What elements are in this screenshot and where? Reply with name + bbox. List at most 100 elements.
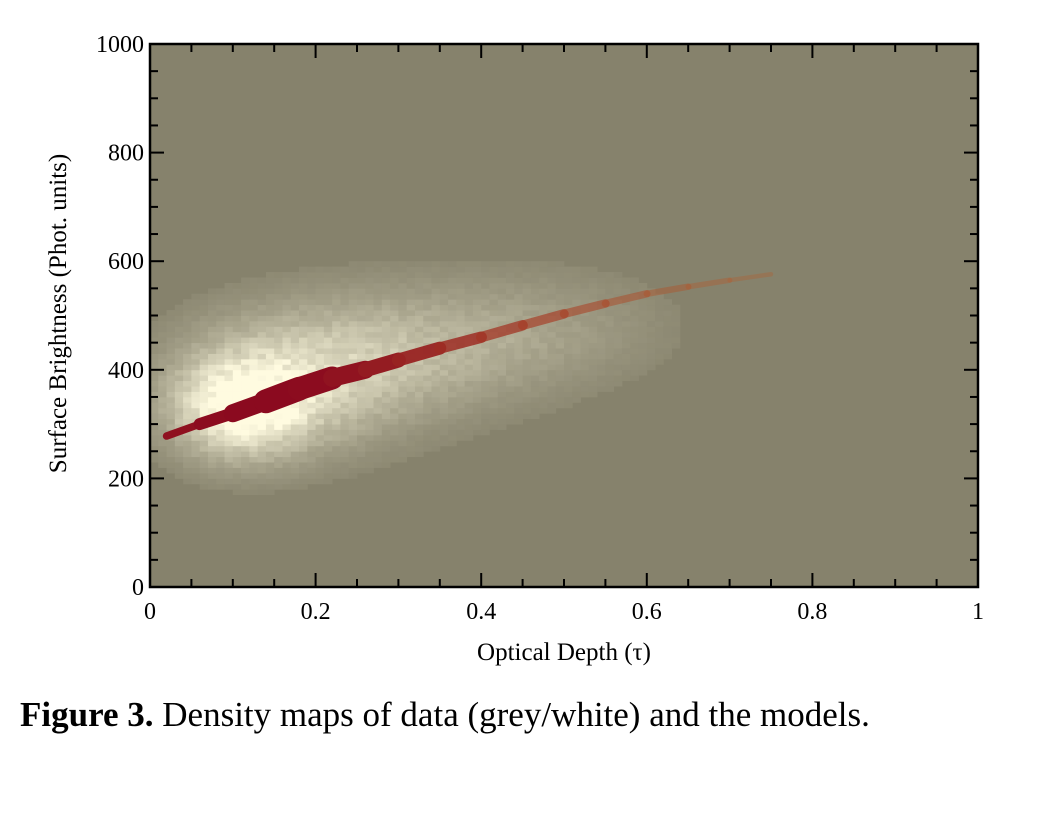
density-cell — [522, 315, 532, 322]
density-cell — [249, 369, 259, 376]
density-cell — [547, 326, 557, 333]
density-cell — [332, 288, 341, 295]
density-cell — [265, 429, 275, 436]
density-cell — [332, 434, 341, 441]
density-cell — [456, 429, 466, 436]
density-cell — [348, 353, 358, 360]
density-cell — [207, 472, 217, 479]
density-cell — [207, 440, 217, 447]
density-cell — [580, 375, 590, 382]
density-cell — [257, 451, 267, 458]
density-cell — [257, 293, 267, 300]
density-cell — [365, 304, 374, 311]
density-cell — [613, 288, 623, 295]
density-cell — [166, 456, 176, 463]
density-cell — [406, 451, 416, 458]
density-cell — [216, 342, 225, 349]
density-cell — [506, 299, 515, 306]
density-cell — [166, 467, 176, 474]
density-cell — [539, 261, 548, 268]
density-cell — [232, 315, 242, 322]
density-cell — [174, 451, 184, 458]
density-cell — [506, 391, 515, 398]
density-cell — [564, 277, 573, 284]
density-cell — [373, 396, 383, 403]
density-cell — [290, 293, 300, 300]
density-cell — [464, 348, 474, 354]
density-cell — [506, 272, 515, 278]
density-cell — [489, 342, 499, 349]
density-cell — [191, 402, 201, 409]
density-cell — [232, 478, 242, 485]
density-cell — [481, 261, 490, 268]
density-cell — [323, 337, 333, 344]
density-cell — [564, 342, 573, 349]
density-cell — [207, 310, 217, 316]
density-cell — [555, 277, 565, 284]
density-cell — [166, 315, 176, 322]
density-cell — [216, 348, 225, 354]
density-cell — [398, 407, 408, 414]
density-cell — [448, 353, 457, 360]
density-cell — [530, 266, 540, 273]
density-cell — [340, 293, 350, 300]
density-cell — [448, 358, 457, 365]
density-cell — [472, 353, 482, 360]
density-cell — [514, 261, 523, 268]
density-cell — [257, 348, 267, 354]
density-cell — [588, 375, 598, 382]
density-cell — [199, 456, 209, 463]
density-cell — [191, 348, 201, 354]
density-cell — [224, 440, 234, 447]
density-cell — [323, 440, 333, 447]
density-cell — [522, 391, 532, 398]
density-cell — [332, 418, 341, 425]
density-cell — [323, 358, 333, 365]
density-cell — [348, 348, 358, 354]
density-cell — [597, 364, 606, 371]
density-cell — [357, 440, 366, 447]
density-cell — [464, 326, 474, 333]
density-cell — [522, 342, 532, 349]
density-cell — [365, 396, 374, 403]
density-cell — [547, 266, 557, 273]
density-cell — [464, 353, 474, 360]
density-cell — [257, 478, 267, 485]
axis-ticks — [149, 43, 979, 588]
density-cell — [290, 451, 300, 458]
density-cell — [464, 261, 474, 268]
density-cell — [456, 299, 466, 306]
density-cell — [191, 369, 201, 376]
density-cell — [539, 380, 548, 387]
density-cell — [274, 462, 283, 468]
density-cell — [216, 380, 225, 387]
density-cell — [613, 277, 623, 284]
density-cell — [150, 331, 159, 338]
density-cell — [191, 353, 201, 360]
density-cell — [348, 424, 358, 430]
density-cell — [390, 337, 399, 344]
density-cell — [274, 418, 283, 425]
density-cell — [481, 402, 490, 409]
density-cell — [398, 293, 408, 300]
density-cell — [439, 424, 449, 430]
density-cell — [621, 282, 631, 289]
density-cell — [464, 358, 474, 365]
model-ridge-layer — [162, 271, 774, 440]
density-cell — [398, 364, 408, 371]
density-cell — [456, 407, 466, 414]
density-cell — [216, 331, 225, 338]
density-cell — [613, 342, 623, 349]
density-cell — [315, 462, 325, 468]
density-cell — [241, 418, 250, 425]
density-cell — [340, 304, 350, 311]
density-cell — [555, 331, 565, 338]
density-cell — [191, 310, 201, 316]
density-cell — [166, 348, 176, 354]
density-cell — [199, 348, 209, 354]
density-cell — [224, 445, 234, 452]
density-cell — [514, 402, 523, 409]
density-cell — [174, 445, 184, 452]
density-cell — [224, 380, 234, 387]
density-cell — [224, 478, 234, 485]
